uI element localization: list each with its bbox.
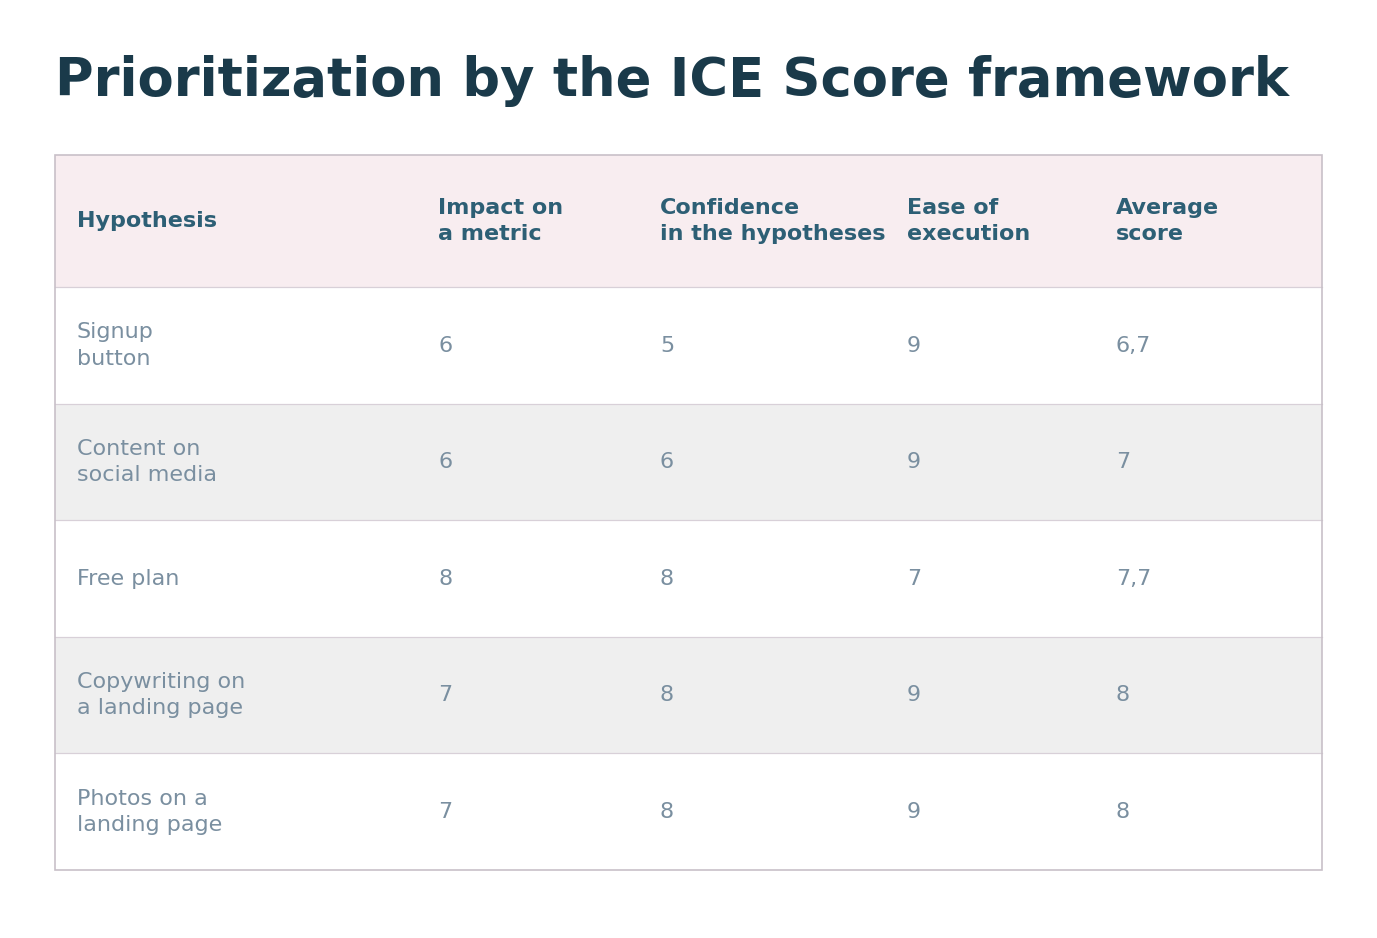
- Text: 7: 7: [438, 685, 452, 705]
- Bar: [55, 155, 1322, 287]
- Text: 8: 8: [1115, 685, 1131, 705]
- Bar: [55, 287, 1322, 404]
- Text: Content on
social media: Content on social media: [77, 439, 218, 485]
- Text: 7,7: 7,7: [1115, 568, 1151, 589]
- Text: 8: 8: [438, 568, 452, 589]
- Text: Ease of
execution: Ease of execution: [907, 198, 1030, 244]
- Text: 8: 8: [660, 568, 673, 589]
- Text: Copywriting on
a landing page: Copywriting on a landing page: [77, 672, 245, 719]
- Text: 9: 9: [907, 685, 921, 705]
- Text: 6: 6: [438, 452, 452, 472]
- Text: Average
score: Average score: [1115, 198, 1219, 244]
- Text: 9: 9: [907, 802, 921, 822]
- Text: Impact on
a metric: Impact on a metric: [438, 198, 563, 244]
- Bar: [55, 521, 1322, 637]
- Text: 6: 6: [660, 452, 673, 472]
- Bar: [55, 155, 1322, 870]
- Text: 7: 7: [438, 802, 452, 822]
- Text: 6: 6: [438, 336, 452, 356]
- Text: Photos on a
landing page: Photos on a landing page: [77, 789, 222, 835]
- Text: Prioritization by the ICE Score framework: Prioritization by the ICE Score framewor…: [55, 55, 1289, 107]
- Bar: [55, 753, 1322, 870]
- Text: Free plan: Free plan: [77, 568, 179, 589]
- Text: Hypothesis: Hypothesis: [77, 211, 218, 231]
- Text: 8: 8: [660, 802, 673, 822]
- Text: 7: 7: [1115, 452, 1131, 472]
- Text: 7: 7: [907, 568, 921, 589]
- Text: 5: 5: [660, 336, 675, 356]
- Bar: [55, 404, 1322, 521]
- Text: 6,7: 6,7: [1115, 336, 1151, 356]
- Text: Signup
button: Signup button: [77, 323, 154, 369]
- Text: Confidence
in the hypotheses: Confidence in the hypotheses: [660, 198, 885, 244]
- Text: 8: 8: [660, 685, 673, 705]
- Text: 9: 9: [907, 336, 921, 356]
- Text: 9: 9: [907, 452, 921, 472]
- Bar: [55, 637, 1322, 753]
- Text: 8: 8: [1115, 802, 1131, 822]
